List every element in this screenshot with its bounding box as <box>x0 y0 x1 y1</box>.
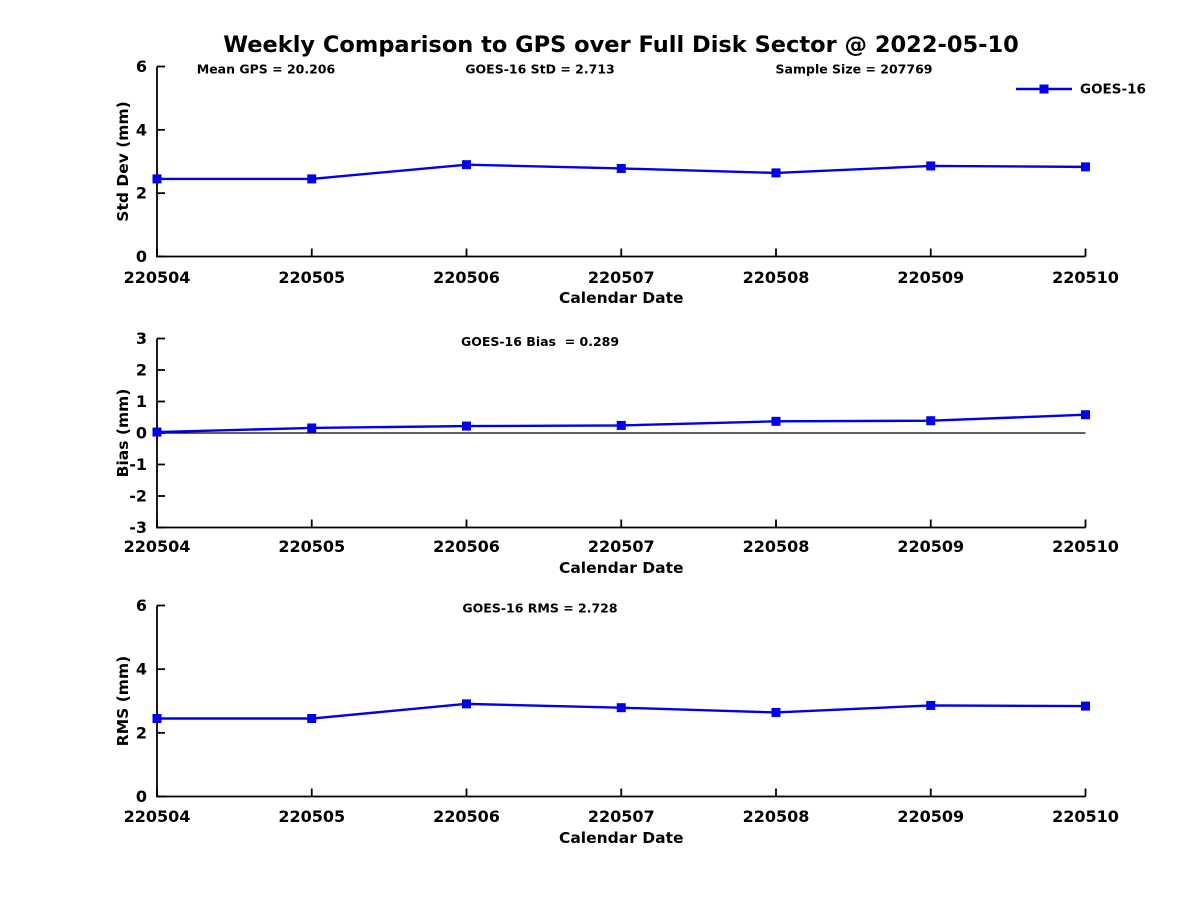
y-tick-label: 6 <box>136 57 147 76</box>
y-tick-label: 4 <box>136 660 147 679</box>
data-point <box>152 714 162 724</box>
x-tick-label: 220508 <box>743 268 810 287</box>
y-tick-label: -2 <box>129 487 147 506</box>
y-tick-label: 2 <box>136 723 147 742</box>
data-point <box>462 421 471 431</box>
data-point <box>462 699 471 709</box>
data-point <box>616 420 626 430</box>
x-axis-label: Calendar Date <box>559 559 684 577</box>
figure-title: Weekly Comparison to GPS over Full Disk … <box>223 32 1019 58</box>
data-point <box>1081 162 1090 172</box>
y-tick-label: 0 <box>136 787 147 806</box>
x-tick-label: 220509 <box>897 537 964 556</box>
x-tick-label: 220510 <box>1052 268 1119 287</box>
y-tick-label: 0 <box>136 424 147 443</box>
x-tick-label: 220504 <box>124 537 191 556</box>
std-dev-chart: 220504 220505 220506 220507 220508 220509 2205… <box>114 57 1146 307</box>
data-point <box>307 174 317 184</box>
annotation: Mean GPS = 20.206 <box>197 62 336 77</box>
data-point <box>771 707 781 717</box>
data-point <box>1081 701 1090 711</box>
rms-chart: 220504 220505 220506 220507 220508 220509 2205… <box>114 596 1119 847</box>
annotation: GOES-16 StD = 2.713 <box>465 62 614 77</box>
data-point <box>771 168 781 178</box>
x-tick-label: 220507 <box>588 268 655 287</box>
annotation: GOES-16 Bias = 0.289 <box>461 334 619 349</box>
data-point <box>462 160 471 170</box>
annotation: GOES-16 RMS = 2.728 <box>462 601 617 616</box>
x-tick-label: 220509 <box>897 268 964 287</box>
data-point <box>926 161 936 171</box>
x-tick-label: 220510 <box>1052 807 1119 826</box>
legend: GOES-16 <box>1016 82 1146 98</box>
axes-line <box>156 605 1086 798</box>
data-point <box>307 714 317 724</box>
y-tick-label: 6 <box>136 596 147 615</box>
x-tick-label: 220504 <box>124 268 191 287</box>
data-point <box>152 174 162 184</box>
y-tick-label: 4 <box>136 120 147 139</box>
x-tick-label: 220506 <box>433 537 500 556</box>
y-axis-label: Bias (mm) <box>114 389 132 478</box>
y-tick-label: -1 <box>129 455 147 474</box>
data-point <box>926 416 936 426</box>
data-point <box>152 427 162 437</box>
data-point <box>926 700 936 710</box>
data-point <box>616 703 626 713</box>
x-tick-label: 220507 <box>588 537 655 556</box>
y-axis-label: RMS (mm) <box>114 656 132 746</box>
x-tick-label: 220510 <box>1052 537 1119 556</box>
x-tick-label: 220505 <box>278 537 345 556</box>
y-tick-label: 2 <box>136 184 147 203</box>
x-tick-label: 220507 <box>588 807 655 826</box>
legend-marker <box>1039 84 1049 94</box>
x-axis-label: Calendar Date <box>559 289 684 307</box>
data-point <box>771 416 781 426</box>
x-tick-label: 220509 <box>897 807 964 826</box>
axes-line <box>156 66 1086 258</box>
legend-label: GOES-16 <box>1080 82 1146 98</box>
data-point <box>307 423 317 433</box>
x-tick-label: 220506 <box>433 807 500 826</box>
y-tick-label: -3 <box>129 518 147 537</box>
data-point <box>616 163 626 173</box>
data-point <box>1081 410 1090 420</box>
y-tick-label: 2 <box>136 361 147 380</box>
x-axis-label: Calendar Date <box>559 829 684 847</box>
x-tick-label: 220506 <box>433 268 500 287</box>
y-tick-label: 1 <box>136 392 147 411</box>
x-tick-label: 220508 <box>743 537 810 556</box>
x-tick-label: 220504 <box>124 807 191 826</box>
annotation: Sample Size = 207769 <box>776 62 933 77</box>
x-tick-label: 220505 <box>278 268 345 287</box>
bias-chart: 220504 220505 220506 220507 220508 220509 2205… <box>114 329 1119 577</box>
x-tick-label: 220508 <box>743 807 810 826</box>
y-axis-label: Std Dev (mm) <box>114 101 132 221</box>
y-tick-label: 3 <box>136 329 147 348</box>
y-tick-label: 0 <box>136 247 147 266</box>
x-tick-label: 220505 <box>278 807 345 826</box>
